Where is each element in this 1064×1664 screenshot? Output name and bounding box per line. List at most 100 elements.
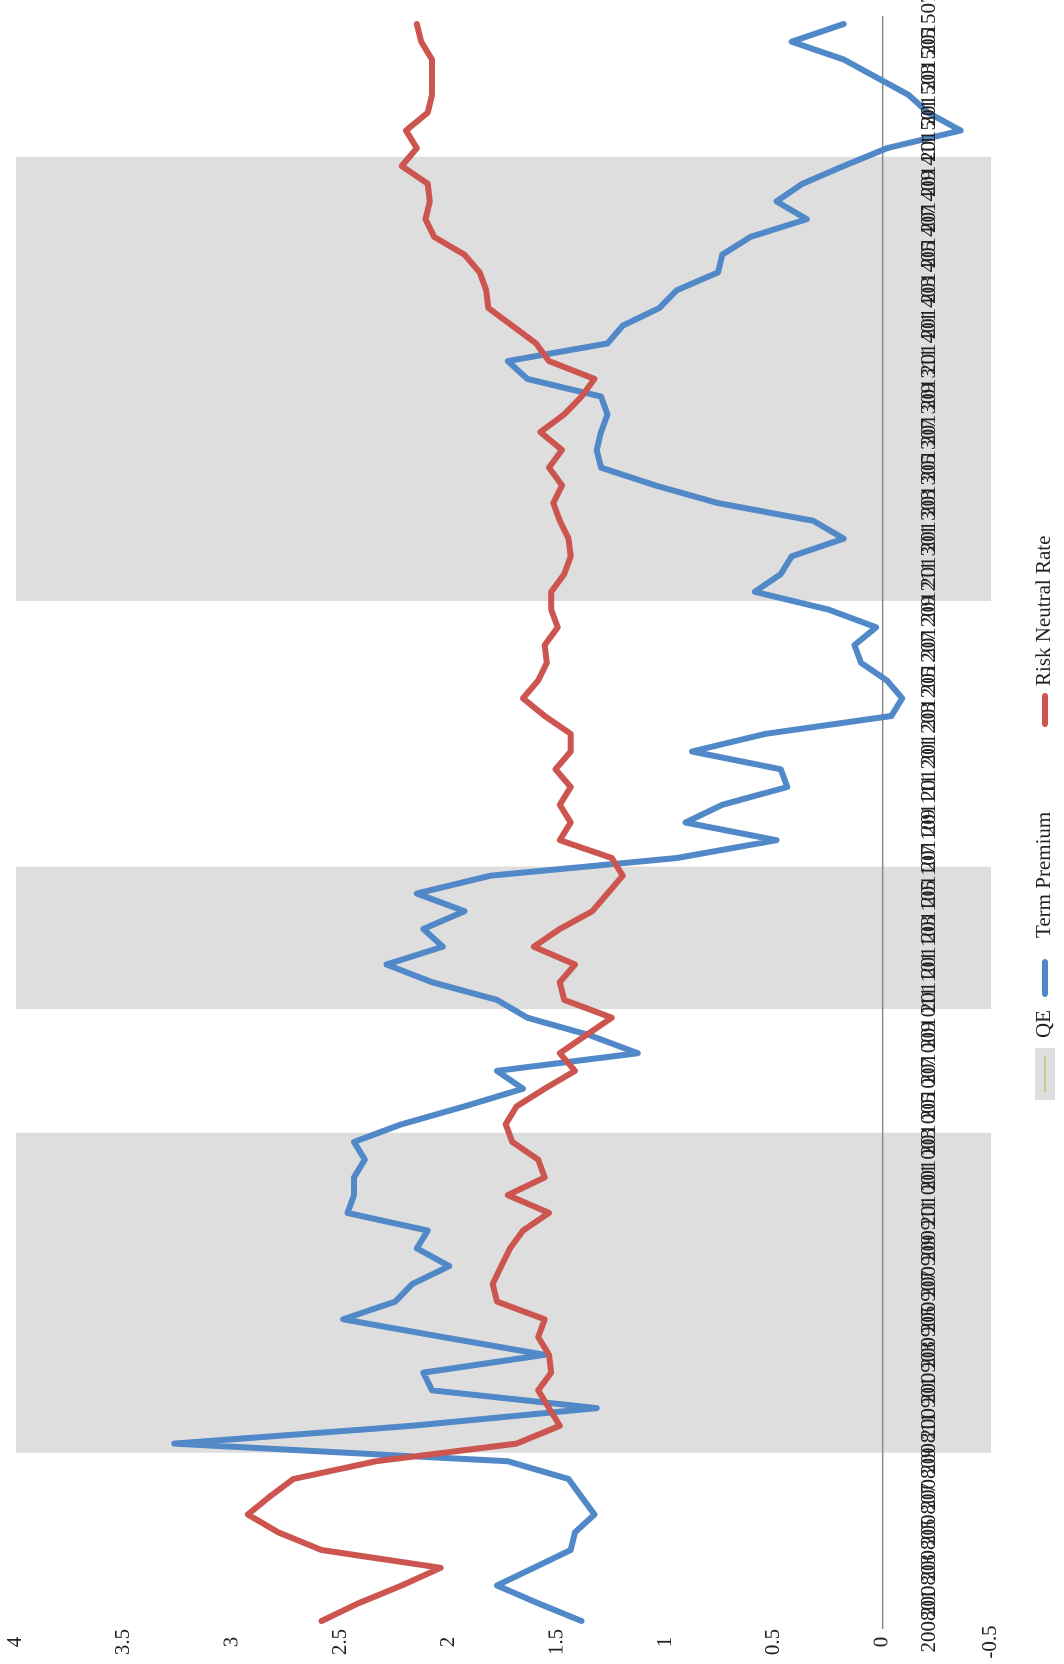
qe-band	[16, 422, 991, 442]
category-label: 200911	[916, 1200, 940, 1262]
qe-band	[16, 263, 991, 282]
value-tick-label: 0.5	[760, 1629, 784, 1655]
legend-label: QE	[1031, 1010, 1055, 1038]
category-label: 201205	[916, 667, 940, 730]
value-tick-label: 0	[868, 1637, 892, 1648]
qe-band	[16, 493, 991, 513]
category-label: 201401	[916, 312, 940, 375]
qe-band	[16, 547, 991, 566]
qe-band	[16, 334, 991, 353]
category-label: 201101	[916, 951, 940, 1013]
category-label: 201307	[916, 418, 940, 481]
category-label: 201009	[916, 1022, 940, 1085]
category-label: 201005	[916, 1093, 940, 1156]
category-label: 201301	[916, 525, 940, 588]
category-label: 201507	[916, 0, 940, 56]
category-label: 201409	[916, 170, 940, 233]
qe-band	[16, 1345, 991, 1365]
qe-band	[16, 476, 991, 495]
qe-band	[16, 1327, 991, 1347]
qe-band	[16, 1381, 991, 1400]
category-label: 200807	[916, 1483, 940, 1546]
category-label: 201203	[916, 702, 940, 765]
qe-band	[16, 919, 991, 939]
qe-band	[16, 369, 991, 389]
category-label: 200909	[916, 1235, 940, 1298]
qe-band	[16, 564, 991, 584]
category-label: 201305	[916, 454, 940, 517]
qe-band	[16, 1398, 991, 1418]
category-label: 201001	[916, 1164, 940, 1227]
series-line	[244, 21, 626, 1624]
legend-label: Term Premium	[1031, 812, 1055, 938]
bands	[16, 156, 991, 1453]
qe-band	[16, 280, 991, 300]
qe-band	[16, 937, 991, 956]
qe-band	[16, 973, 991, 992]
category-label: 201501	[916, 99, 940, 162]
value-tick-label: 2	[435, 1637, 459, 1648]
category-label: 201407	[916, 205, 940, 268]
category-label: 201109	[916, 809, 940, 871]
qe-band	[16, 1274, 991, 1294]
value-tick-label: 3	[218, 1637, 242, 1648]
qe-band	[16, 955, 991, 974]
labels: -0.500.511.522.533.54 2008012008032008052…	[2, 0, 1001, 1659]
series-line	[171, 21, 964, 1624]
qe-band	[16, 511, 991, 531]
qe-band	[16, 529, 991, 548]
qe-band	[16, 298, 991, 318]
value-tick-label: 1.5	[543, 1629, 567, 1655]
category-label: 201309	[916, 383, 940, 446]
value-tick-label: 2.5	[327, 1629, 351, 1655]
qe-band	[16, 210, 991, 229]
category-label: 201003	[916, 1128, 940, 1191]
legend: QE Term Premium Risk Neutral Rate	[1031, 536, 1055, 1100]
value-tick-label: -0.5	[977, 1625, 1001, 1658]
category-label: 200811	[916, 1412, 940, 1474]
category-label: 201405	[916, 241, 940, 304]
category-label: 201105	[916, 880, 940, 942]
legend-label: Risk Neutral Rate	[1031, 536, 1055, 686]
category-label: 200901	[916, 1377, 940, 1440]
qe-band	[16, 1416, 991, 1435]
category-label: 201207	[916, 631, 940, 694]
value-tick-label: 3.5	[110, 1629, 134, 1655]
qe-band	[16, 902, 991, 921]
category-label: 201007	[916, 1057, 940, 1120]
category-label: 201111	[916, 774, 940, 835]
qe-band	[16, 156, 991, 176]
qe-band	[16, 192, 991, 211]
category-label: 200803	[916, 1554, 940, 1617]
qe-band	[16, 1239, 991, 1258]
qe-band	[16, 351, 991, 371]
category-label: 201505	[916, 28, 940, 91]
category-label: 201403	[916, 276, 940, 339]
value-tick-label: 1	[652, 1637, 676, 1648]
qe-band	[16, 1168, 991, 1187]
qe-band	[16, 1132, 991, 1152]
category-label: 200907	[916, 1270, 940, 1333]
qe-band	[16, 1221, 991, 1240]
category-label: 201011	[916, 987, 940, 1049]
category-label: 200805	[916, 1519, 940, 1582]
qe-band	[16, 990, 991, 1010]
qe-band	[16, 405, 991, 424]
qe-band	[16, 1150, 991, 1169]
category-label: 201211	[916, 561, 940, 623]
category-label: 200905	[916, 1306, 940, 1369]
category-label: 201303	[916, 489, 940, 552]
category-label: 201209	[916, 596, 940, 659]
category-label: 201103	[916, 916, 940, 978]
category-label: 201311	[916, 348, 940, 410]
qe-band	[16, 884, 991, 903]
category-label: 201503	[916, 63, 940, 126]
qe-band	[16, 174, 991, 193]
category-label: 200801	[916, 1590, 940, 1653]
category-label: 201411	[916, 135, 940, 197]
category-label: 201107	[916, 845, 940, 907]
category-label: 201201	[916, 738, 940, 801]
qe-band	[16, 316, 991, 335]
lines	[171, 16, 964, 1629]
